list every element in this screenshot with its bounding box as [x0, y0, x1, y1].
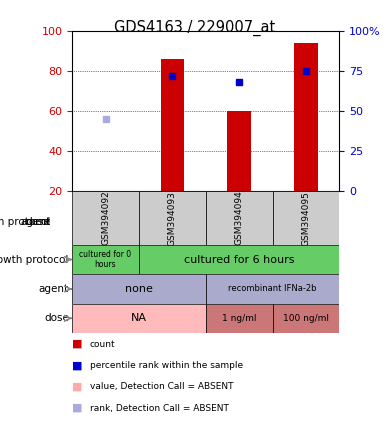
Bar	[227, 111, 251, 191]
Text: count: count	[90, 340, 115, 349]
FancyBboxPatch shape	[139, 245, 339, 274]
Text: 100 ng/ml: 100 ng/ml	[283, 314, 329, 323]
FancyBboxPatch shape	[72, 191, 139, 245]
FancyBboxPatch shape	[72, 304, 206, 333]
Text: cultured for 6 hours: cultured for 6 hours	[184, 254, 294, 265]
Text: growth protocol: growth protocol	[0, 254, 69, 265]
Text: ■: ■	[72, 361, 83, 370]
Text: ■: ■	[72, 403, 83, 413]
Text: ■: ■	[72, 339, 83, 349]
Bar	[294, 43, 317, 191]
Text: agent: agent	[39, 284, 69, 294]
Text: none: none	[125, 284, 153, 294]
Bar	[161, 59, 184, 191]
Text: dose: dose	[26, 217, 51, 227]
Text: GSM394095: GSM394095	[301, 190, 310, 246]
FancyBboxPatch shape	[72, 245, 139, 274]
Text: GSM394093: GSM394093	[168, 190, 177, 246]
FancyBboxPatch shape	[273, 191, 339, 245]
FancyBboxPatch shape	[273, 304, 339, 333]
Text: recombinant IFNa-2b: recombinant IFNa-2b	[228, 285, 317, 293]
Text: growth protocol: growth protocol	[0, 217, 51, 227]
FancyBboxPatch shape	[206, 274, 339, 304]
Text: percentile rank within the sample: percentile rank within the sample	[90, 361, 243, 370]
Text: rank, Detection Call = ABSENT: rank, Detection Call = ABSENT	[90, 404, 229, 412]
Text: GSM394094: GSM394094	[235, 191, 244, 246]
Text: GSM394092: GSM394092	[101, 191, 110, 246]
Text: GDS4163 / 229007_at: GDS4163 / 229007_at	[114, 20, 276, 36]
Text: value, Detection Call = ABSENT: value, Detection Call = ABSENT	[90, 382, 233, 391]
FancyBboxPatch shape	[139, 191, 206, 245]
Text: NA: NA	[131, 313, 147, 323]
Text: 1 ng/ml: 1 ng/ml	[222, 314, 256, 323]
FancyBboxPatch shape	[72, 274, 206, 304]
Text: cultured for 0
hours: cultured for 0 hours	[80, 250, 131, 269]
Text: dose: dose	[44, 313, 69, 323]
FancyBboxPatch shape	[206, 304, 273, 333]
FancyBboxPatch shape	[206, 191, 273, 245]
Text: agent: agent	[21, 217, 51, 227]
Text: ■: ■	[72, 382, 83, 392]
